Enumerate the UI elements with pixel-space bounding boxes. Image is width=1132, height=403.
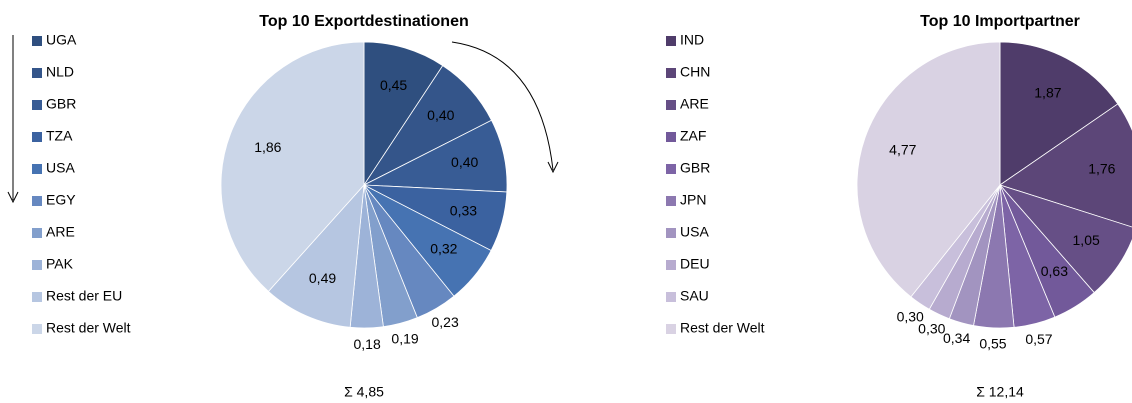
data-label: 0,19 bbox=[391, 331, 418, 347]
legend-swatch bbox=[32, 36, 42, 46]
legend-label: ARE bbox=[680, 96, 709, 112]
legend-label: TZA bbox=[46, 128, 73, 144]
legend-swatch bbox=[32, 164, 42, 174]
legend-swatch bbox=[32, 100, 42, 110]
legend-label: ARE bbox=[46, 224, 75, 240]
data-label: 0,30 bbox=[918, 321, 945, 337]
legend-label: GBR bbox=[680, 160, 710, 176]
annotation: Σ 4,85 bbox=[344, 384, 384, 400]
legend-label: EGY bbox=[46, 192, 76, 208]
legend-swatch bbox=[666, 68, 676, 78]
legend-label: USA bbox=[46, 160, 75, 176]
pie-slice bbox=[267, 183, 365, 328]
data-label: 0,34 bbox=[943, 330, 970, 346]
legend-swatch bbox=[666, 292, 676, 302]
legend-label: GBR bbox=[46, 96, 76, 112]
data-label: 0,40 bbox=[427, 107, 454, 123]
data-label: 0,40 bbox=[451, 154, 478, 170]
annotation: Σ 12,14 bbox=[976, 384, 1024, 400]
legend-label: SAU bbox=[680, 288, 709, 304]
chart-title: Top 10 Exportdestinationen bbox=[259, 13, 469, 30]
legend-label: Rest der Welt bbox=[680, 320, 765, 336]
legend-swatch bbox=[32, 324, 42, 334]
data-label: 0,18 bbox=[353, 336, 380, 352]
legend-label: JPN bbox=[680, 192, 706, 208]
legend-label: NLD bbox=[46, 64, 74, 80]
data-label: 4,77 bbox=[889, 142, 916, 158]
legend-swatch bbox=[32, 132, 42, 142]
legend-label: USA bbox=[680, 224, 709, 240]
pie-slice bbox=[999, 103, 1132, 228]
legend-swatch bbox=[666, 196, 676, 206]
chart-title: Top 10 Importpartner bbox=[920, 13, 1080, 30]
legend-swatch bbox=[666, 36, 676, 46]
data-label: 0,45 bbox=[380, 77, 407, 93]
legend-label: DEU bbox=[680, 256, 710, 272]
data-label: 1,76 bbox=[1088, 161, 1115, 177]
legend-swatch bbox=[666, 324, 676, 334]
legend-swatch bbox=[666, 164, 676, 174]
data-label: 0,49 bbox=[309, 270, 336, 286]
data-label: 0,32 bbox=[430, 241, 457, 257]
legend-swatch bbox=[666, 132, 676, 142]
legend-label: ZAF bbox=[680, 128, 706, 144]
data-label: 0,57 bbox=[1025, 331, 1052, 347]
legend-label: PAK bbox=[46, 256, 74, 272]
data-label: 0,30 bbox=[897, 308, 924, 324]
legend-label: CHN bbox=[680, 64, 710, 80]
pie-slice bbox=[999, 41, 1119, 186]
arrow-head bbox=[547, 161, 559, 174]
data-label: 0,55 bbox=[979, 336, 1006, 352]
legend-swatch bbox=[32, 260, 42, 270]
pie-slice bbox=[220, 41, 365, 292]
pie-slice bbox=[363, 41, 444, 187]
legend-swatch bbox=[32, 196, 42, 206]
data-label: 1,87 bbox=[1034, 85, 1061, 101]
data-label: 1,86 bbox=[254, 139, 281, 155]
data-label: 0,23 bbox=[432, 314, 459, 330]
legend-swatch bbox=[666, 100, 676, 110]
data-label: 1,05 bbox=[1073, 232, 1100, 248]
legend-swatch bbox=[32, 228, 42, 238]
arrow-head bbox=[7, 191, 19, 204]
legend-label: UGA bbox=[46, 32, 77, 48]
arrow bbox=[451, 41, 554, 171]
pie-slice bbox=[856, 41, 1001, 298]
legend-swatch bbox=[32, 292, 42, 302]
data-label: 0,33 bbox=[450, 202, 477, 218]
legend-label: Rest der Welt bbox=[46, 320, 131, 336]
legend-swatch bbox=[32, 68, 42, 78]
legend-label: IND bbox=[680, 32, 704, 48]
data-label: 0,63 bbox=[1041, 263, 1068, 279]
legend-swatch bbox=[666, 260, 676, 270]
legend-label: Rest der EU bbox=[46, 288, 122, 304]
legend-swatch bbox=[666, 228, 676, 238]
